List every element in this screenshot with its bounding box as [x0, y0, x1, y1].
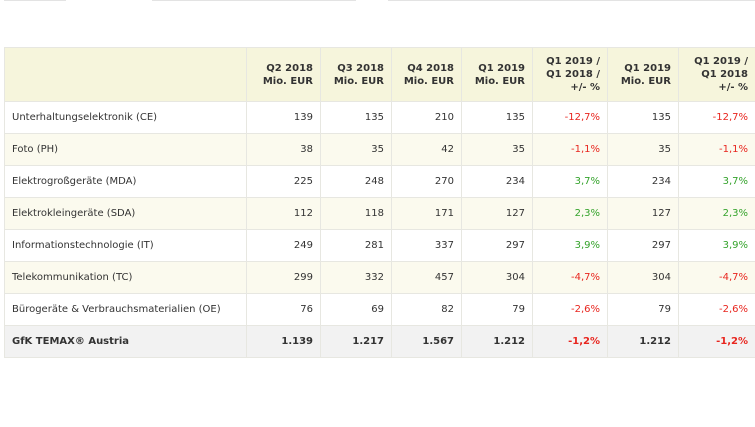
header-q2-2018: Q2 2018 Mio. EUR	[246, 47, 321, 102]
cell-q3-2018: 69	[320, 293, 392, 326]
cell-q1-2019: 127	[461, 197, 533, 230]
cell-q3-2018: 248	[320, 165, 392, 198]
header-change-b-label: Q1 2019 /Q1 2018 +/- %	[694, 56, 748, 93]
cell-change-b: 3,9%	[678, 229, 755, 262]
cell-q1-2019: 234	[461, 165, 533, 198]
cell-q2-2018: 76	[246, 293, 321, 326]
header-category	[4, 47, 247, 102]
cell-q1-2019-b: 234	[607, 165, 679, 198]
cell-q2-2018: 38	[246, 133, 321, 166]
total-q4-2018: 1.567	[391, 325, 462, 358]
header-q4-2018-label: Q4 2018 Mio. EUR	[403, 62, 454, 87]
cell-q1-2019-b: 304	[607, 261, 679, 294]
cell-q4-2018: 337	[391, 229, 462, 262]
cell-q3-2018: 281	[320, 229, 392, 262]
cell-change-a: -4,7%	[532, 261, 608, 294]
cell-change-a: 3,9%	[532, 229, 608, 262]
cell-q1-2019-b: 35	[607, 133, 679, 166]
cell-q3-2018: 332	[320, 261, 392, 294]
header-q2-2018-label: Q2 2018 Mio. EUR	[262, 62, 313, 87]
header-q1-2019-b: Q1 2019 Mio. EUR	[607, 47, 679, 102]
cell-q1-2019-b: 79	[607, 293, 679, 326]
table-row: Elektrogroßgeräte (MDA) 225 248 270 234 …	[4, 165, 755, 198]
cell-q1-2019: 135	[461, 101, 533, 134]
total-q1-2019-b: 1.212	[607, 325, 679, 358]
row-category: Foto (PH)	[4, 133, 247, 166]
cell-q1-2019: 79	[461, 293, 533, 326]
cell-change-a: -2,6%	[532, 293, 608, 326]
row-category: Elektrogroßgeräte (MDA)	[4, 165, 247, 198]
header-q3-2018: Q3 2018 Mio. EUR	[320, 47, 392, 102]
header-q1-2019-label: Q1 2019 Mio. EUR	[474, 62, 525, 87]
total-q1-2019: 1.212	[461, 325, 533, 358]
cell-change-a: -1,1%	[532, 133, 608, 166]
cell-q2-2018: 225	[246, 165, 321, 198]
total-category: GfK TEMAX® Austria	[4, 325, 247, 358]
top-divider-right	[388, 0, 755, 1]
table-row: Telekommunikation (TC) 299 332 457 304 -…	[4, 261, 755, 294]
cell-q3-2018: 135	[320, 101, 392, 134]
cell-q2-2018: 299	[246, 261, 321, 294]
cell-q4-2018: 42	[391, 133, 462, 166]
header-q4-2018: Q4 2018 Mio. EUR	[391, 47, 462, 102]
table-row: Foto (PH) 38 35 42 35 -1,1% 35 -1,1%	[4, 133, 755, 166]
header-change-a: Q1 2019 /Q1 2018 /+/- %	[532, 47, 608, 102]
cell-change-b: 2,3%	[678, 197, 755, 230]
table-row: Unterhaltungselektronik (CE) 139 135 210…	[4, 101, 755, 134]
row-category: Elektrokleingeräte (SDA)	[4, 197, 247, 230]
cell-change-b: 3,7%	[678, 165, 755, 198]
cell-q2-2018: 139	[246, 101, 321, 134]
header-change-b: Q1 2019 /Q1 2018 +/- %	[678, 47, 755, 102]
cell-q2-2018: 112	[246, 197, 321, 230]
total-change-b: -1,2%	[678, 325, 755, 358]
cell-change-a: -12,7%	[532, 101, 608, 134]
header-q3-2018-label: Q3 2018 Mio. EUR	[333, 62, 384, 87]
row-category: Bürogeräte & Verbrauchsmaterialien (OE)	[4, 293, 247, 326]
top-divider-left	[4, 0, 66, 1]
cell-q4-2018: 457	[391, 261, 462, 294]
cell-q4-2018: 210	[391, 101, 462, 134]
row-category: Telekommunikation (TC)	[4, 261, 247, 294]
cell-q3-2018: 35	[320, 133, 392, 166]
table-row: Elektrokleingeräte (SDA) 112 118 171 127…	[4, 197, 755, 230]
cell-change-a: 3,7%	[532, 165, 608, 198]
cell-q3-2018: 118	[320, 197, 392, 230]
total-q3-2018: 1.217	[320, 325, 392, 358]
table-row: Informationstechnologie (IT) 249 281 337…	[4, 229, 755, 262]
cell-change-b: -12,7%	[678, 101, 755, 134]
cell-q4-2018: 82	[391, 293, 462, 326]
cell-q1-2019-b: 135	[607, 101, 679, 134]
cell-q4-2018: 171	[391, 197, 462, 230]
total-q2-2018: 1.139	[246, 325, 321, 358]
header-q1-2019: Q1 2019 Mio. EUR	[461, 47, 533, 102]
header-change-a-label: Q1 2019 /Q1 2018 /+/- %	[546, 56, 600, 93]
cell-q1-2019: 297	[461, 229, 533, 262]
cell-change-b: -4,7%	[678, 261, 755, 294]
cell-q1-2019-b: 297	[607, 229, 679, 262]
top-divider-middle	[152, 0, 356, 1]
table-total-row: GfK TEMAX® Austria 1.139 1.217 1.567 1.2…	[4, 325, 755, 358]
cell-q1-2019: 35	[461, 133, 533, 166]
cell-change-b: -2,6%	[678, 293, 755, 326]
cell-change-a: 2,3%	[532, 197, 608, 230]
temax-table: Q2 2018 Mio. EUR Q3 2018 Mio. EUR Q4 2018 M…	[4, 47, 755, 358]
total-change-a: -1,2%	[532, 325, 608, 358]
cell-q1-2019-b: 127	[607, 197, 679, 230]
cell-q2-2018: 249	[246, 229, 321, 262]
table-header-row: Q2 2018 Mio. EUR Q3 2018 Mio. EUR Q4 2018 M…	[4, 47, 755, 102]
cell-change-b: -1,1%	[678, 133, 755, 166]
cell-q4-2018: 270	[391, 165, 462, 198]
cell-q1-2019: 304	[461, 261, 533, 294]
header-q1-2019-b-label: Q1 2019 Mio. EUR	[620, 62, 671, 87]
row-category: Unterhaltungselektronik (CE)	[4, 101, 247, 134]
table-row: Bürogeräte & Verbrauchsmaterialien (OE) …	[4, 293, 755, 326]
row-category: Informationstechnologie (IT)	[4, 229, 247, 262]
